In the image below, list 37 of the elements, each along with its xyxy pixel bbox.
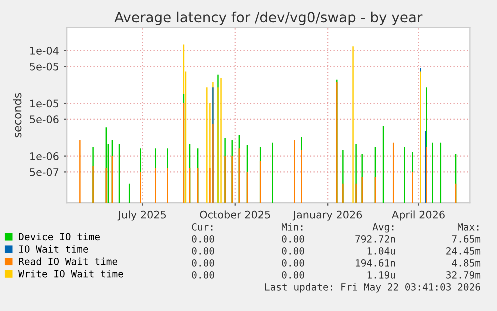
y-tick-label: 5e-06 <box>30 116 59 124</box>
text: Max: <box>458 224 479 231</box>
y-tick-label: 5e-05 <box>30 62 59 71</box>
text: Last update: Fri May 22 03:41:03 2026 <box>265 283 480 293</box>
y-tick-label: 5e-07 <box>30 168 59 176</box>
text: 0.00 <box>282 235 304 243</box>
legend-label: Read IO Wait time <box>19 258 118 266</box>
text: 0.00 <box>282 259 304 267</box>
text: Min: <box>282 223 303 231</box>
text: 0.00 <box>192 235 214 243</box>
y-tick-label: 1e-05 <box>30 100 59 108</box>
x-tick-label: July 2025 <box>118 210 166 221</box>
text: 0.00 <box>282 271 304 279</box>
text: Avg: <box>372 224 394 233</box>
text: 32.79m <box>446 271 481 279</box>
legend-label: IO Wait time <box>20 245 88 253</box>
text: 0.00 <box>192 247 214 255</box>
text: 194.61n <box>356 259 396 267</box>
text: 0.00 <box>282 247 304 255</box>
x-tick-label: October 2025 <box>200 210 270 219</box>
legend-label: Write IO Wait time <box>18 270 124 278</box>
legend-label: Device IO time <box>19 233 100 241</box>
x-tick-label: April 2026 <box>392 210 445 221</box>
text: 7.65m <box>452 235 481 243</box>
chart-title: Average latency for /dev/vg0/swap - by year <box>114 12 423 26</box>
text: 792.72n <box>356 235 396 243</box>
text: 0.00 <box>192 271 214 279</box>
x-tick-label: January 2026 <box>292 210 362 221</box>
text: 24.45m <box>446 247 481 255</box>
y-axis-title: seconds <box>13 93 22 138</box>
text: 0.00 <box>192 259 214 267</box>
text: 4.85m <box>452 259 481 267</box>
text: Cur: <box>192 223 213 231</box>
text: 1.04u <box>368 247 396 255</box>
text: 1.19u <box>368 271 396 279</box>
y-tick-label: 1e-04 <box>30 46 59 55</box>
y-tick-label: 1e-06 <box>30 152 59 160</box>
